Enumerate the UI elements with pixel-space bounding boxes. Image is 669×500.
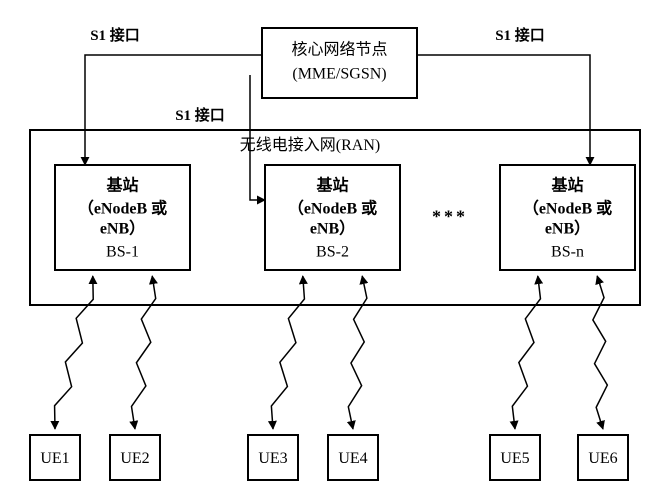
s1-link-label-1: S1 接口 <box>175 106 225 124</box>
core-network-node: 核心网络节点 (MME/SGSN) <box>262 28 417 98</box>
svg-text:UE6: UE6 <box>588 450 617 467</box>
ue-ue3: UE3 <box>248 435 298 480</box>
svg-text:核心网络节点: 核心网络节点 <box>291 40 387 59</box>
ran-label: 无线电接入网(RAN) <box>240 136 380 154</box>
svg-text:BS-1: BS-1 <box>106 244 139 261</box>
svg-text:（eNodeB 或: （eNodeB 或 <box>523 199 612 218</box>
base-station-bs-n: 基站 （eNodeB 或 eNB） BS-n <box>500 165 635 270</box>
svg-text:UE2: UE2 <box>120 450 149 467</box>
base-station-bs-2: 基站 （eNodeB 或 eNB） BS-2 <box>265 165 400 270</box>
svg-text:eNB）: eNB） <box>545 220 590 238</box>
s1-link-label-0: S1 接口 <box>90 26 140 44</box>
svg-text:UE4: UE4 <box>338 450 367 467</box>
ue-ue6: UE6 <box>578 435 628 480</box>
base-station-bs-1: 基站 （eNodeB 或 eNB） BS-1 <box>55 165 190 270</box>
svg-text:eNB）: eNB） <box>310 220 355 238</box>
svg-text:BS-n: BS-n <box>551 244 584 261</box>
svg-text:（eNodeB 或: （eNodeB 或 <box>78 199 167 218</box>
s1-link-label-2: S1 接口 <box>495 26 545 44</box>
ue-ue1: UE1 <box>30 435 80 480</box>
network-diagram: 无线电接入网(RAN) S1 接口 S1 接口 S1 接口 核心网络节点 (MME/S… <box>0 0 669 500</box>
ue-ue2: UE2 <box>110 435 160 480</box>
svg-text:基站: 基站 <box>550 176 583 195</box>
svg-text:基站: 基站 <box>315 176 348 195</box>
svg-text:eNB）: eNB） <box>100 220 145 238</box>
svg-text:UE5: UE5 <box>500 450 529 467</box>
ue-ue4: UE4 <box>328 435 378 480</box>
svg-text:UE1: UE1 <box>40 450 69 467</box>
ue-ue5: UE5 <box>490 435 540 480</box>
bs-ellipsis: *** <box>432 207 468 227</box>
svg-text:(MME/SGSN): (MME/SGSN) <box>292 66 386 83</box>
svg-text:（eNodeB 或: （eNodeB 或 <box>288 199 377 218</box>
svg-text:UE3: UE3 <box>258 450 287 467</box>
svg-text:BS-2: BS-2 <box>316 244 349 261</box>
svg-text:基站: 基站 <box>105 176 138 195</box>
